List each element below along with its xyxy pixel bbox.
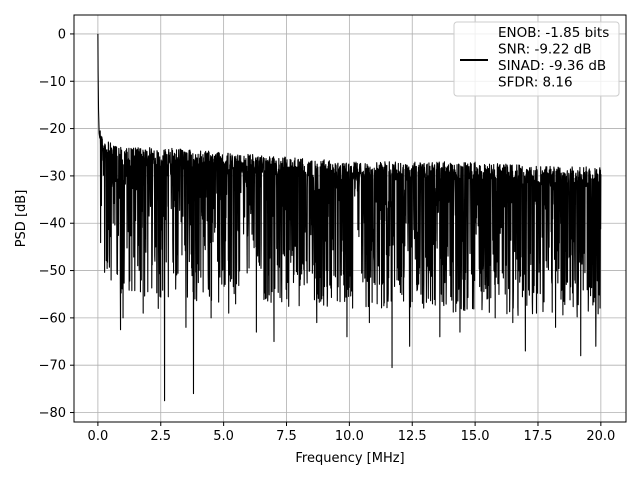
x-tick-label: 0.0 [88,429,109,444]
plot-frame [73,14,627,423]
y-tick-label: −40 [39,217,66,232]
x-tick-label: 17.5 [524,429,553,444]
legend-sfdr: SFDR: 8.16 [498,75,573,91]
x-tick-label: 7.5 [276,429,297,444]
y-tick-label: −20 [39,122,66,137]
x-tick-label: 15.0 [461,429,490,444]
x-tick-label: 12.5 [398,429,427,444]
y-tick-label: −70 [39,359,66,374]
legend-box [453,21,620,97]
legend-sinad: SINAD: -9.36 dB [498,58,606,74]
x-axis-ticks: 0.0 2.5 5.0 7.5 10.0 12.5 15.0 17.5 20.0 [88,422,615,444]
psd-line [97,33,602,402]
y-tick-label: −10 [39,75,66,90]
x-axis-label: Frequency [MHz] [295,451,404,466]
legend-enob: ENOB: -1.85 bits [498,25,609,41]
y-tick-label: −50 [39,264,66,279]
x-tick-label: 20.0 [586,429,615,444]
x-tick-label: 5.0 [213,429,234,444]
y-axis-label: PSD [dB] [14,190,29,248]
y-tick-label: −30 [39,169,66,184]
y-tick-label: 0 [58,27,66,42]
legend: ENOB: -1.85 bits SNR: -9.22 dB SINAD: -9… [453,21,620,97]
x-tick-label: 2.5 [150,429,171,444]
legend-snr: SNR: -9.22 dB [498,42,592,58]
y-axis-ticks: 0 −10 −20 −30 −40 −50 −60 −70 −80 [39,27,74,421]
x-tick-label: 10.0 [335,429,364,444]
y-tick-label: −60 [39,311,66,326]
psd-series [97,33,602,402]
y-tick-label: −80 [39,406,66,421]
